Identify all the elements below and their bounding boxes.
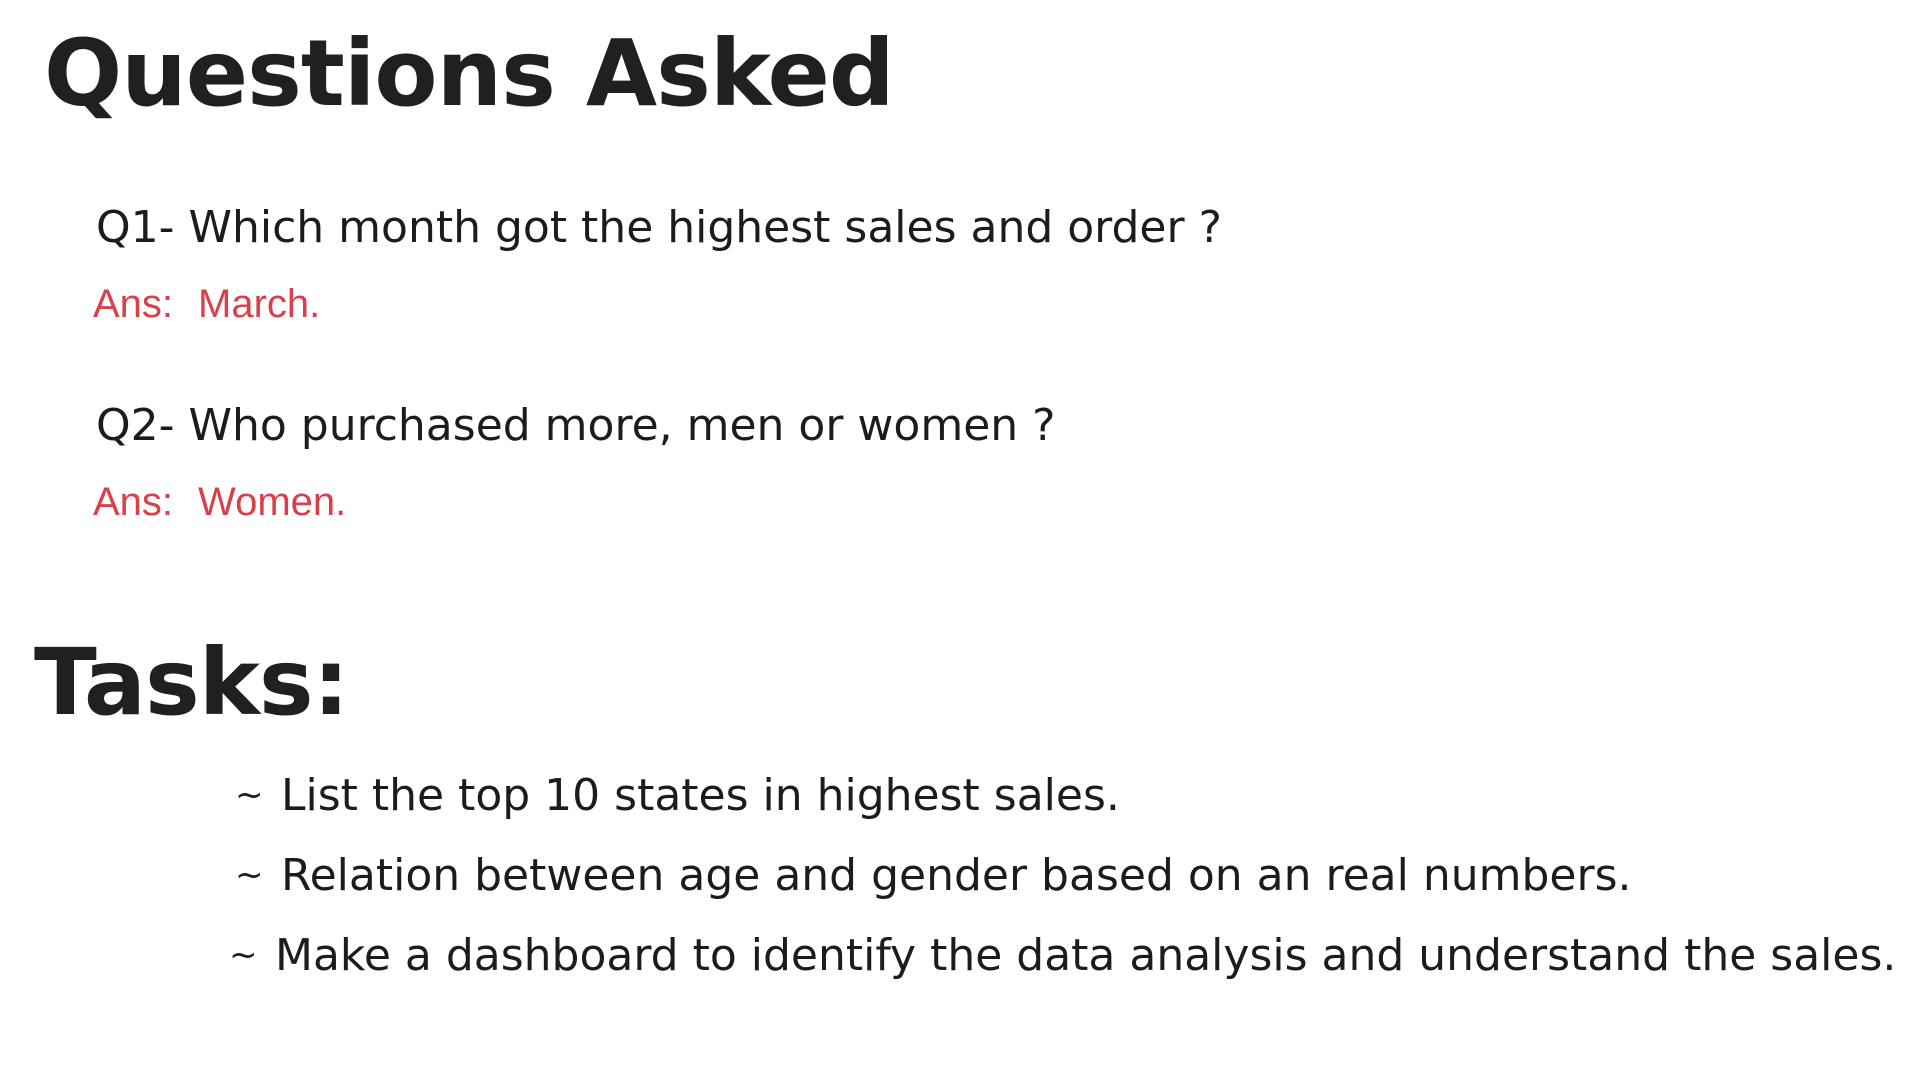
answer-1: Ans: March. <box>93 284 320 324</box>
tilde-bullet-icon: ~ <box>235 855 264 895</box>
tilde-bullet-icon: ~ <box>235 775 264 815</box>
tilde-bullet-icon: ~ <box>229 935 258 975</box>
answer-1-label: Ans: <box>93 282 174 326</box>
task-1-text: List the top 10 states in highest sales. <box>281 770 1120 821</box>
question-1-text: Q1- Which month got the highest sales an… <box>96 202 1222 253</box>
answer-2: Ans: Women. <box>93 482 346 522</box>
tasks-heading: Tasks: <box>34 629 349 736</box>
answer-1-value: March. <box>198 282 321 326</box>
task-item-2: ~ Relation between age and gender based o… <box>235 854 1632 898</box>
task-item-3: ~ Make a dashboard to identify the data a… <box>229 934 1896 978</box>
answer-2-value: Women. <box>198 480 347 524</box>
question-2-text: Q2- Who purchased more, men or women ? <box>96 400 1056 451</box>
answer-2-label: Ans: <box>93 480 174 524</box>
task-item-1: ~ List the top 10 states in highest sales… <box>235 774 1120 818</box>
task-2-text: Relation between age and gender based on… <box>281 850 1632 901</box>
page-title: Questions Asked <box>44 20 895 127</box>
task-3-text: Make a dashboard to identify the data an… <box>275 930 1897 981</box>
